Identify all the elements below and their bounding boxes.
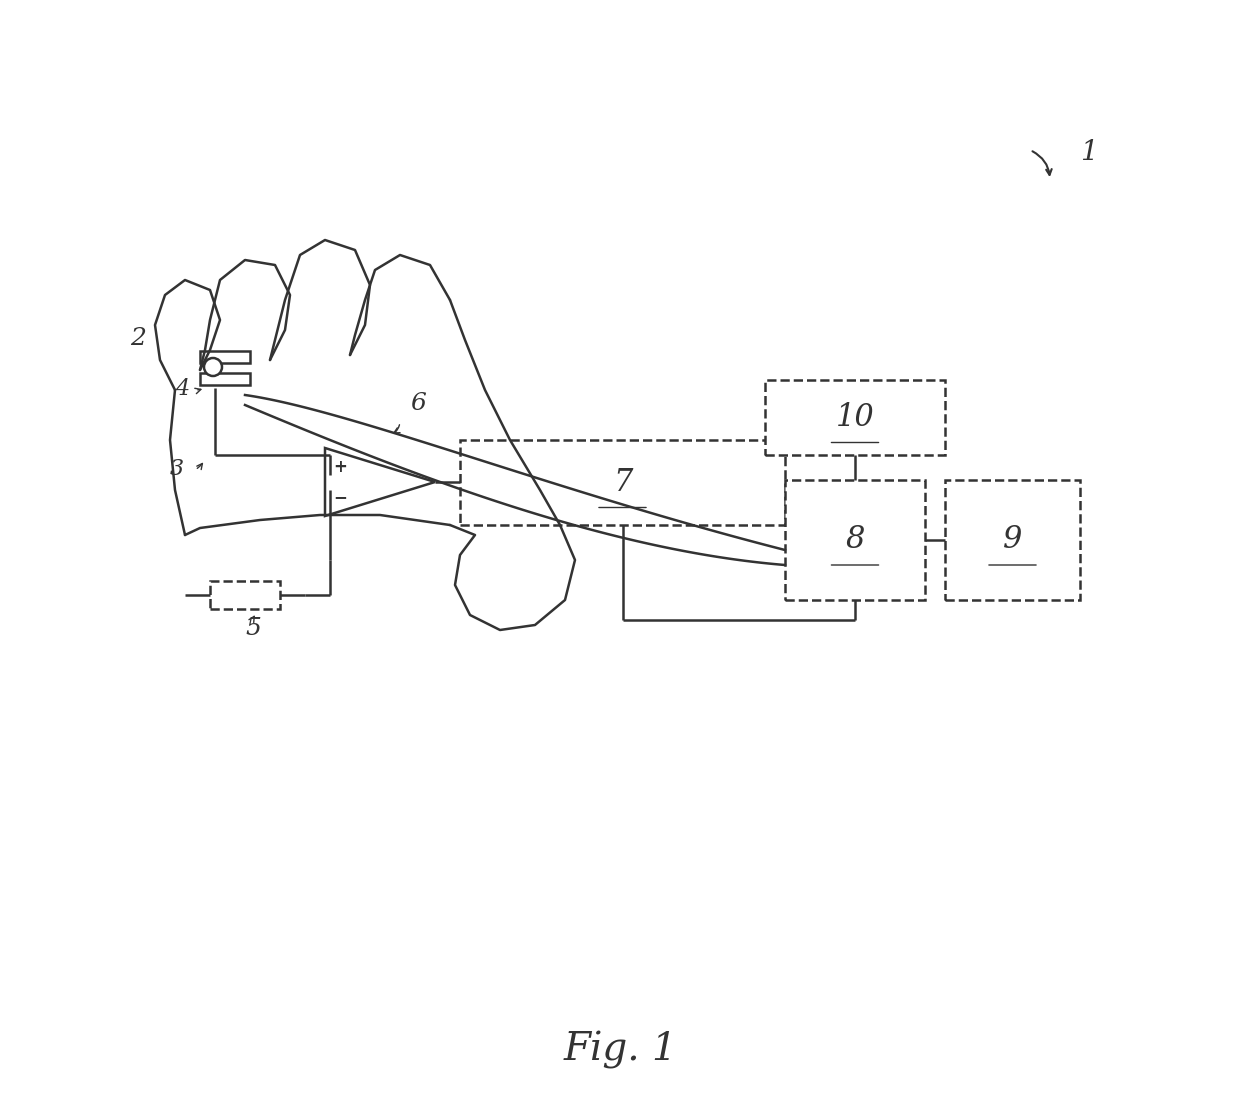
Text: 10: 10: [836, 402, 874, 433]
FancyBboxPatch shape: [945, 480, 1080, 601]
Text: Fig. 1: Fig. 1: [563, 1031, 677, 1069]
FancyBboxPatch shape: [765, 380, 945, 455]
Text: 1: 1: [1080, 139, 1097, 166]
Bar: [200, 351, 250, 363]
Circle shape: [205, 359, 222, 376]
FancyBboxPatch shape: [785, 480, 925, 601]
FancyBboxPatch shape: [460, 440, 785, 525]
Text: 6: 6: [410, 392, 425, 415]
Bar: [210, 581, 280, 609]
Text: 7: 7: [613, 467, 632, 498]
Text: 2: 2: [130, 327, 146, 350]
Text: 3: 3: [170, 458, 184, 480]
Text: 8: 8: [846, 525, 864, 555]
Text: +: +: [334, 458, 347, 476]
Bar: [200, 373, 250, 385]
Text: 9: 9: [1003, 525, 1022, 555]
Text: −: −: [334, 488, 347, 506]
Text: 5: 5: [246, 617, 260, 640]
Text: 4: 4: [175, 379, 190, 400]
